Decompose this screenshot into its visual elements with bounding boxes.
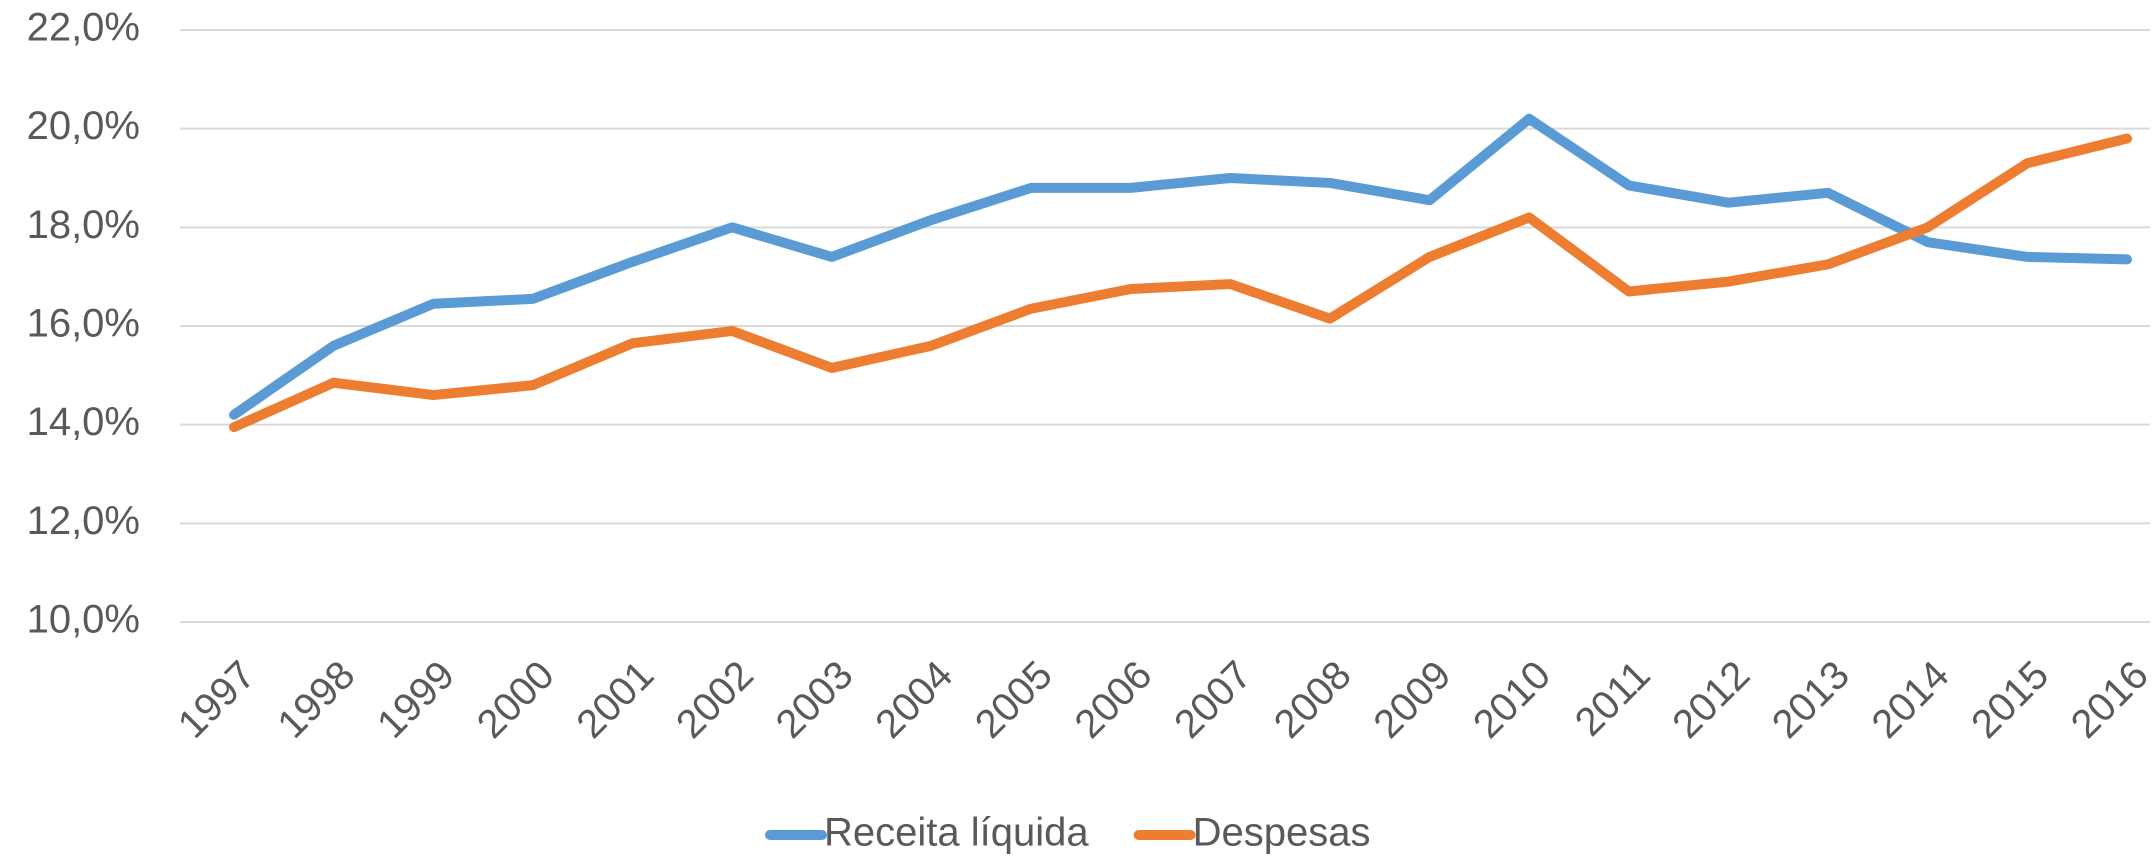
line-series bbox=[229, 113, 2132, 420]
x-tick-label: 2008 bbox=[1266, 653, 1360, 747]
x-tick-label: 2009 bbox=[1365, 653, 1459, 747]
y-tick-label: 20,0% bbox=[27, 104, 140, 148]
x-tick-label: 2016 bbox=[2063, 653, 2154, 747]
x-tick-label: 2003 bbox=[768, 653, 862, 747]
x-tick-label: 2001 bbox=[568, 653, 662, 747]
x-tick-label: 2005 bbox=[967, 653, 1061, 747]
x-tick-label: 2011 bbox=[1567, 653, 1659, 745]
legend: Receita líquida Despesas bbox=[765, 811, 1371, 855]
legend-label: Receita líquida bbox=[824, 811, 1089, 855]
legend-label: Despesas bbox=[1193, 811, 1371, 855]
y-tick-label: 16,0% bbox=[27, 302, 140, 346]
y-tick-label: 18,0% bbox=[27, 203, 140, 247]
x-tick-label: 2010 bbox=[1465, 653, 1559, 747]
y-tick-label: 22,0% bbox=[27, 6, 140, 50]
x-tick-label: 2012 bbox=[1664, 653, 1758, 747]
x-tick-label: 1998 bbox=[269, 653, 363, 747]
line-series bbox=[229, 133, 2132, 433]
x-tick-label: 2000 bbox=[469, 653, 563, 747]
x-tick-label: 2014 bbox=[1864, 653, 1958, 747]
y-tick-label: 12,0% bbox=[27, 499, 140, 543]
y-tick-label: 14,0% bbox=[27, 400, 140, 444]
x-tick-label: 1999 bbox=[369, 653, 463, 747]
x-tick-label: 2007 bbox=[1166, 653, 1260, 747]
x-tick-label: 1997 bbox=[170, 653, 264, 747]
x-tick-label: 2013 bbox=[1764, 653, 1858, 747]
y-tick-label: 10,0% bbox=[27, 598, 140, 642]
x-tick-label: 2004 bbox=[867, 653, 961, 747]
x-tick-label: 2015 bbox=[1963, 653, 2057, 747]
x-tick-label: 2002 bbox=[668, 653, 762, 747]
x-tick-label: 2006 bbox=[1066, 653, 1160, 747]
